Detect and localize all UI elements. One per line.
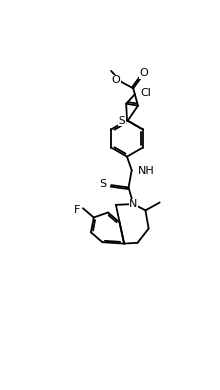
Text: O: O [112, 75, 121, 85]
Text: Cl: Cl [140, 88, 151, 98]
Text: N: N [129, 199, 138, 209]
Text: NH: NH [138, 166, 155, 176]
Text: F: F [73, 205, 80, 215]
Text: S: S [99, 179, 106, 189]
Text: O: O [139, 68, 148, 78]
Text: S: S [119, 116, 125, 126]
